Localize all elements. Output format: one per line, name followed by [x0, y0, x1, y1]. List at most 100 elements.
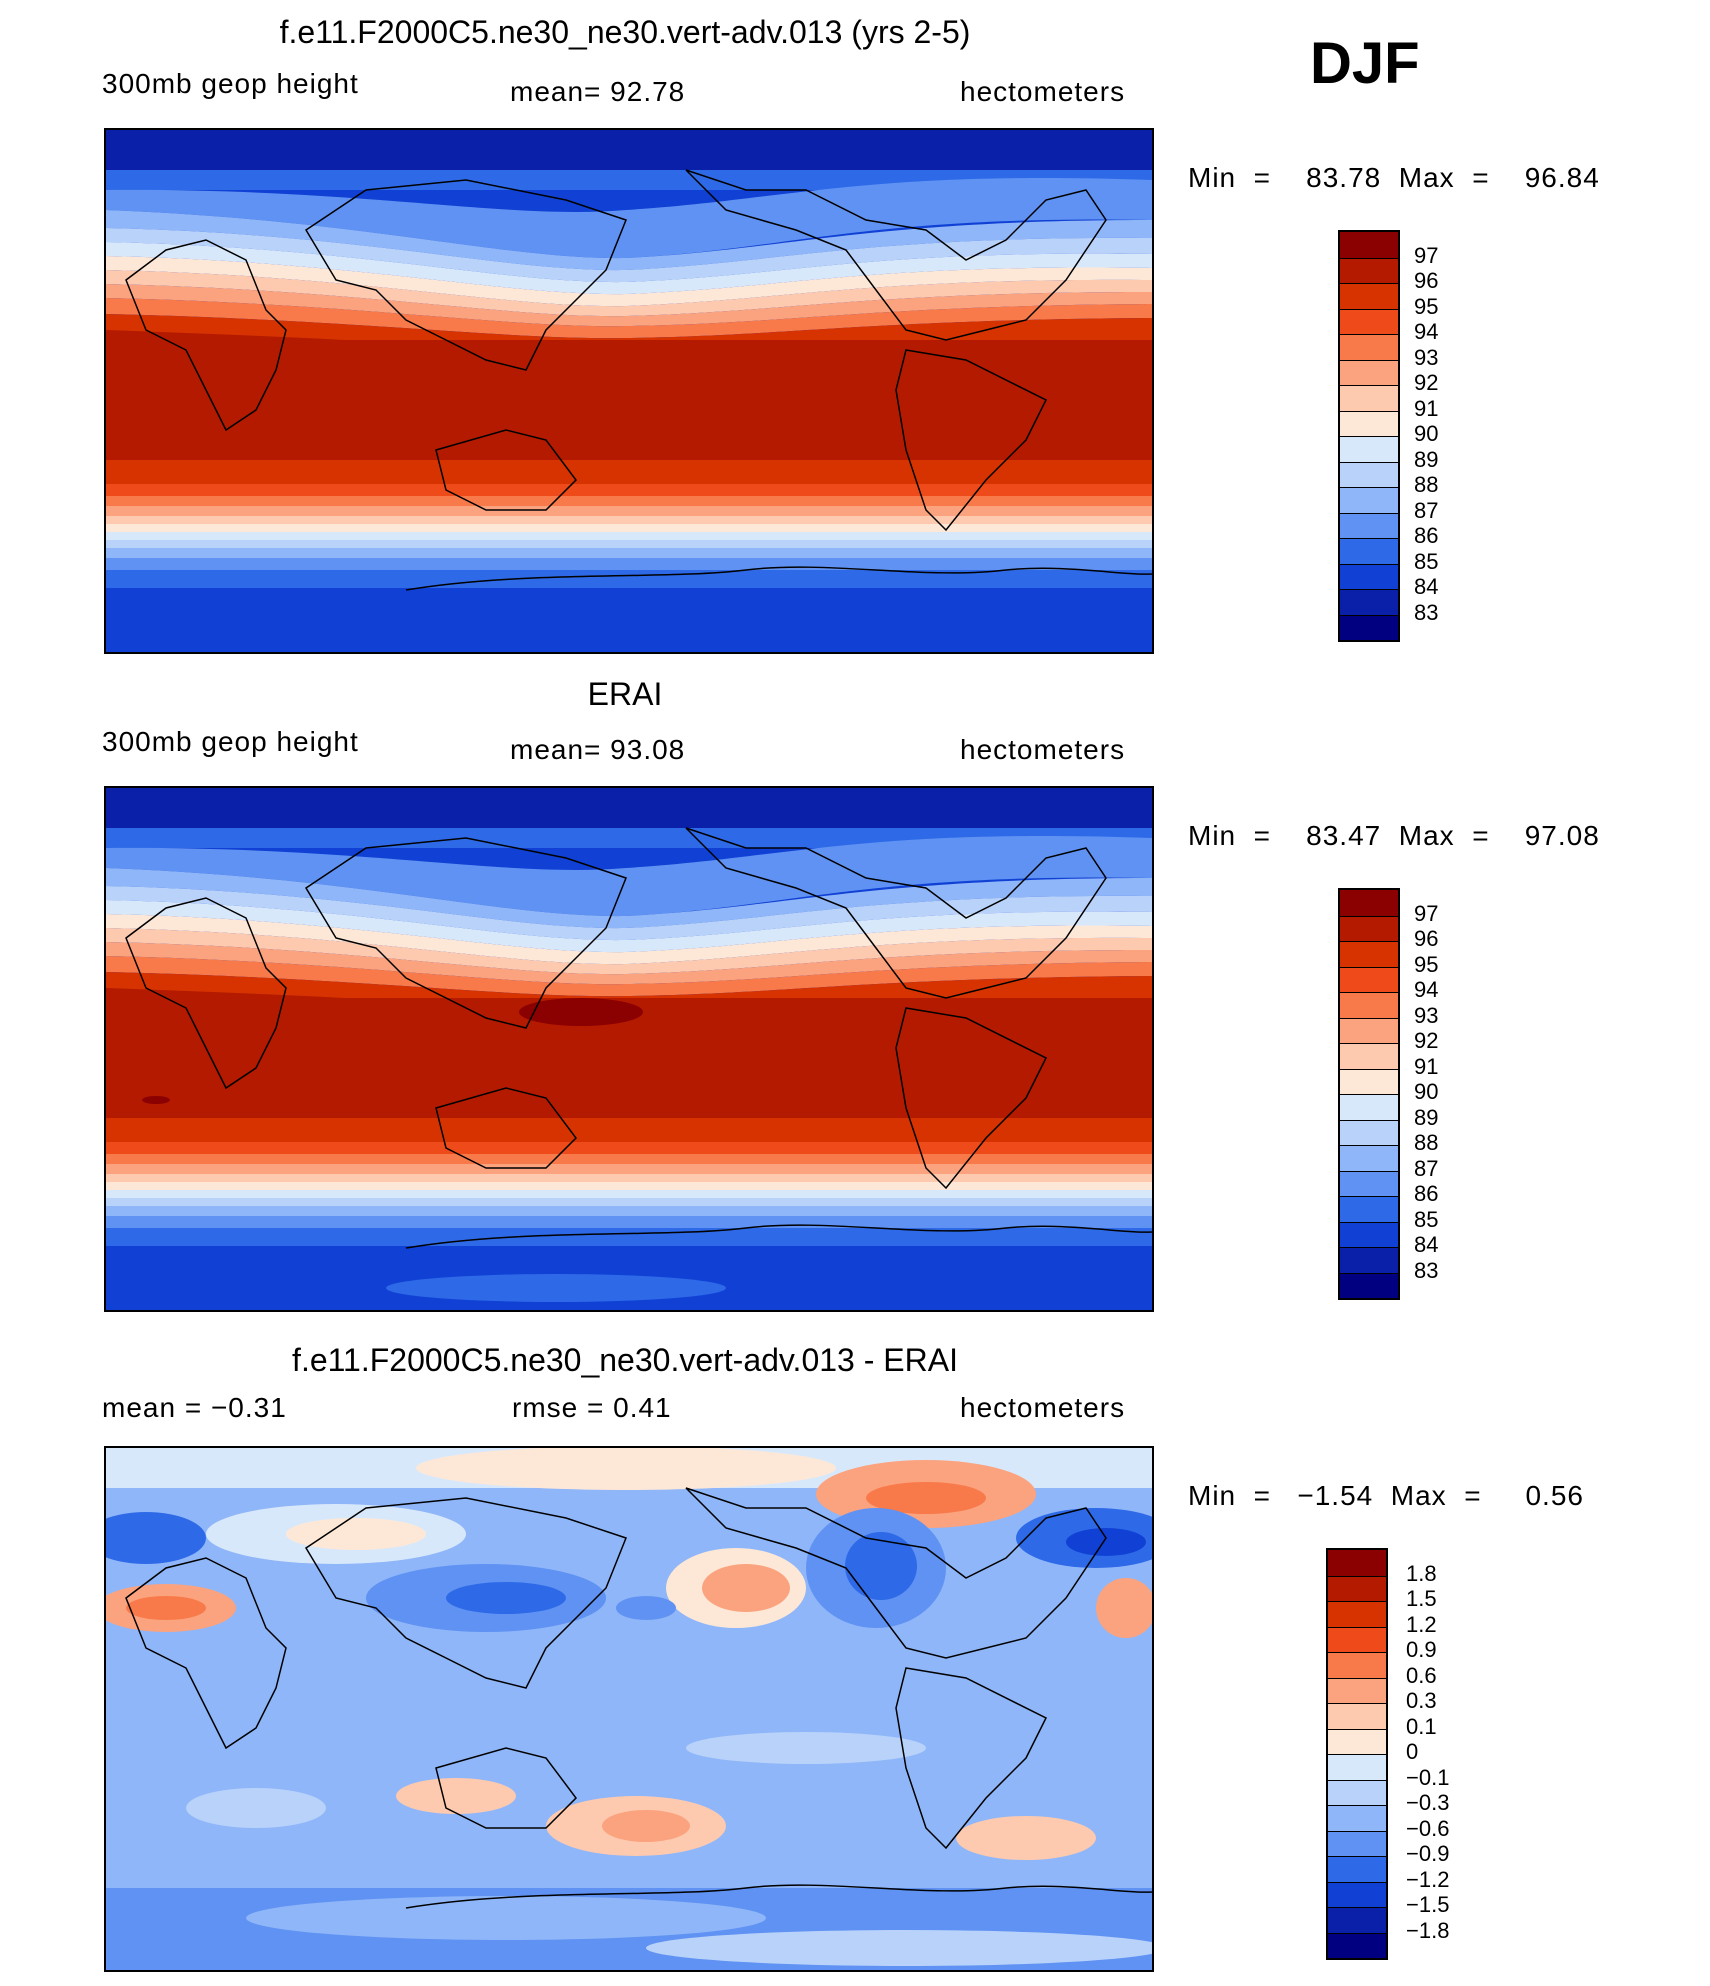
- colorbar-tick-label: 0.3: [1406, 1688, 1437, 1713]
- colorbar-tick-label: 96: [1414, 926, 1439, 951]
- colorbar-tick-label: 83: [1414, 599, 1439, 625]
- colorbar-tick-label: 89: [1414, 446, 1439, 472]
- colorbar-tick-label: −1.5: [1406, 1892, 1450, 1917]
- colorbar-swatch: [1340, 1221, 1398, 1247]
- colorbar-tick-label: 0: [1406, 1739, 1419, 1764]
- panel2-title: ERAI: [587, 676, 663, 712]
- panel2-colorbar: [1338, 888, 1400, 1300]
- colorbar-swatch: [1328, 1703, 1386, 1729]
- panel1-units: hectometers: [960, 76, 1126, 107]
- colorbar-tick-label: −1.8: [1406, 1917, 1450, 1943]
- colorbar-swatch: [1340, 461, 1398, 487]
- colorbar-tick-label: 92: [1414, 370, 1439, 395]
- panel2-variable: 300mb geop height: [102, 726, 359, 757]
- colorbar-tick-label: 84: [1414, 574, 1439, 599]
- colorbar-swatch: [1328, 1626, 1386, 1652]
- colorbar-swatch: [1340, 308, 1398, 334]
- colorbar-swatch: [1340, 1196, 1398, 1222]
- colorbar-tick-label: −1.2: [1406, 1866, 1450, 1892]
- colorbar-tick-label: 97: [1414, 242, 1439, 268]
- colorbar-swatch: [1340, 538, 1398, 564]
- colorbar-tick-label: 85: [1414, 548, 1439, 574]
- colorbar-tick-label: 85: [1414, 1206, 1439, 1232]
- colorbar-tick-label: 1.8: [1406, 1560, 1437, 1586]
- colorbar-tick-label: 0.9: [1406, 1637, 1437, 1662]
- panel1-colorbar: [1338, 230, 1400, 642]
- colorbar-tick-label: 89: [1414, 1104, 1439, 1130]
- colorbar-tick-label: −0.3: [1406, 1790, 1450, 1815]
- colorbar-swatch: [1340, 563, 1398, 589]
- colorbar-swatch: [1340, 334, 1398, 360]
- colorbar-swatch: [1340, 1145, 1398, 1171]
- colorbar-swatch: [1328, 1677, 1386, 1703]
- colorbar-tick-label: 84: [1414, 1232, 1439, 1257]
- colorbar-tick-label: 1.5: [1406, 1586, 1437, 1611]
- colorbar-tick-label: 1.2: [1406, 1611, 1437, 1637]
- colorbar-tick-label: 94: [1414, 319, 1439, 344]
- panel3-rmse: rmse = 0.41: [512, 1392, 672, 1423]
- panel3-units: hectometers: [960, 1392, 1126, 1423]
- colorbar-swatch: [1340, 915, 1398, 941]
- colorbar-tick-label: 94: [1414, 977, 1439, 1002]
- colorbar-swatch: [1328, 1575, 1386, 1601]
- colorbar-swatch: [1328, 1907, 1386, 1933]
- colorbar-swatch: [1328, 1830, 1386, 1856]
- colorbar-swatch: [1340, 385, 1398, 411]
- colorbar-tick-label: 86: [1414, 1181, 1439, 1206]
- colorbar-tick-label: 92: [1414, 1028, 1439, 1053]
- colorbar-swatch: [1340, 1017, 1398, 1043]
- colorbar-swatch: [1340, 410, 1398, 436]
- colorbar-tick-label: 91: [1414, 1053, 1439, 1079]
- colorbar-tick-label: 0.6: [1406, 1662, 1437, 1688]
- colorbar-swatch: [1340, 1094, 1398, 1120]
- panel3-mean: mean = −0.31: [102, 1392, 287, 1423]
- panel3-colorbar: [1326, 1548, 1388, 1960]
- panel2-units: hectometers: [960, 734, 1126, 765]
- panel1-minmax: Min = 83.78 Max = 96.84: [1188, 162, 1600, 193]
- colorbar-tick-label: 95: [1414, 951, 1439, 977]
- colorbar-swatch: [1340, 1043, 1398, 1069]
- colorbar-swatch: [1340, 283, 1398, 309]
- colorbar-tick-label: 87: [1414, 497, 1439, 523]
- colorbar-swatch: [1340, 232, 1398, 258]
- panel3-map: [104, 1446, 1154, 1972]
- colorbar-swatch: [1340, 1068, 1398, 1094]
- panel2-map: [104, 786, 1154, 1312]
- panel1-title: f.e11.F2000C5.ne30_ne30.vert-adv.013 (yr…: [279, 14, 971, 50]
- colorbar-tick-label: 87: [1414, 1155, 1439, 1181]
- colorbar-tick-label: −0.1: [1406, 1764, 1450, 1790]
- colorbar-tick-label: 88: [1414, 472, 1439, 497]
- colorbar-swatch: [1340, 589, 1398, 615]
- colorbar-swatch: [1340, 1247, 1398, 1273]
- colorbar-swatch: [1328, 1881, 1386, 1907]
- colorbar-swatch: [1340, 890, 1398, 916]
- colorbar-swatch: [1328, 1754, 1386, 1780]
- colorbar-swatch: [1340, 257, 1398, 283]
- colorbar-swatch: [1340, 1119, 1398, 1145]
- colorbar-tick-label: 0.1: [1406, 1713, 1437, 1739]
- colorbar-tick-label: 90: [1414, 421, 1439, 446]
- colorbar-swatch: [1328, 1779, 1386, 1805]
- colorbar-tick-label: 93: [1414, 1002, 1439, 1028]
- colorbar-tick-label: 86: [1414, 523, 1439, 548]
- panel3-minmax: Min = −1.54 Max = 0.56: [1188, 1480, 1584, 1511]
- colorbar-swatch: [1340, 487, 1398, 513]
- colorbar-swatch: [1328, 1601, 1386, 1627]
- colorbar-tick-label: 97: [1414, 900, 1439, 926]
- colorbar-swatch: [1328, 1652, 1386, 1678]
- colorbar-swatch: [1340, 941, 1398, 967]
- colorbar-tick-label: 83: [1414, 1257, 1439, 1283]
- colorbar-tick-label: 91: [1414, 395, 1439, 421]
- colorbar-swatch: [1340, 966, 1398, 992]
- panel2-minmax: Min = 83.47 Max = 97.08: [1188, 820, 1600, 851]
- colorbar-tick-label: 96: [1414, 268, 1439, 293]
- colorbar-swatch: [1340, 359, 1398, 385]
- colorbar-swatch: [1340, 1170, 1398, 1196]
- colorbar-tick-label: 95: [1414, 293, 1439, 319]
- colorbar-swatch: [1340, 992, 1398, 1018]
- colorbar-swatch: [1340, 1272, 1398, 1298]
- colorbar-tick-label: −0.6: [1406, 1815, 1450, 1841]
- colorbar-swatch: [1328, 1805, 1386, 1831]
- panel3-title: f.e11.F2000C5.ne30_ne30.vert-adv.013 - E…: [292, 1342, 958, 1378]
- colorbar-tick-label: 90: [1414, 1079, 1439, 1104]
